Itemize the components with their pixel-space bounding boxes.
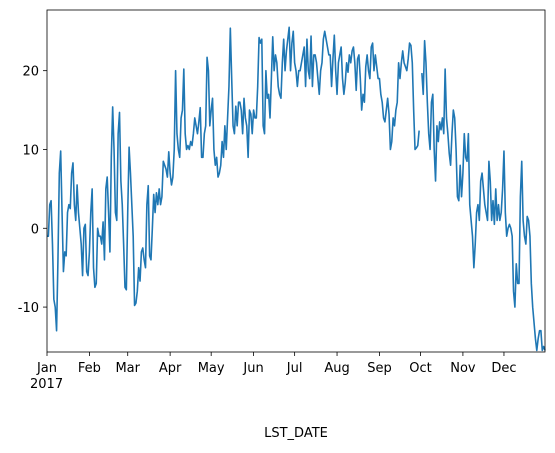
x-tick-label: Aug bbox=[324, 361, 349, 376]
y-tick-label: 0 bbox=[31, 222, 39, 237]
y-tick-label: 20 bbox=[22, 65, 39, 80]
y-tick-label: -10 bbox=[18, 301, 39, 316]
line-series bbox=[47, 26, 546, 352]
x-tick-label: Nov bbox=[450, 361, 476, 376]
x-tick-label: Jan bbox=[36, 361, 57, 376]
x-tick-label: Oct bbox=[409, 361, 431, 376]
x-tick-label: Apr bbox=[159, 361, 182, 376]
x-tick-label: Jul bbox=[286, 361, 303, 376]
plot-frame bbox=[46, 9, 546, 353]
x-tick-label: May bbox=[198, 361, 225, 376]
x-tick-label: Dec bbox=[491, 361, 516, 376]
x-tick-label: Feb bbox=[78, 361, 101, 376]
y-tick-label: 10 bbox=[22, 143, 39, 158]
x-tick-label: Sep bbox=[367, 361, 392, 376]
x-axis-label: LST_DATE bbox=[264, 426, 328, 441]
x-year-label: 2017 bbox=[30, 377, 63, 392]
x-tick-label: Jun bbox=[242, 361, 263, 376]
x-tick-label: Mar bbox=[115, 361, 140, 376]
